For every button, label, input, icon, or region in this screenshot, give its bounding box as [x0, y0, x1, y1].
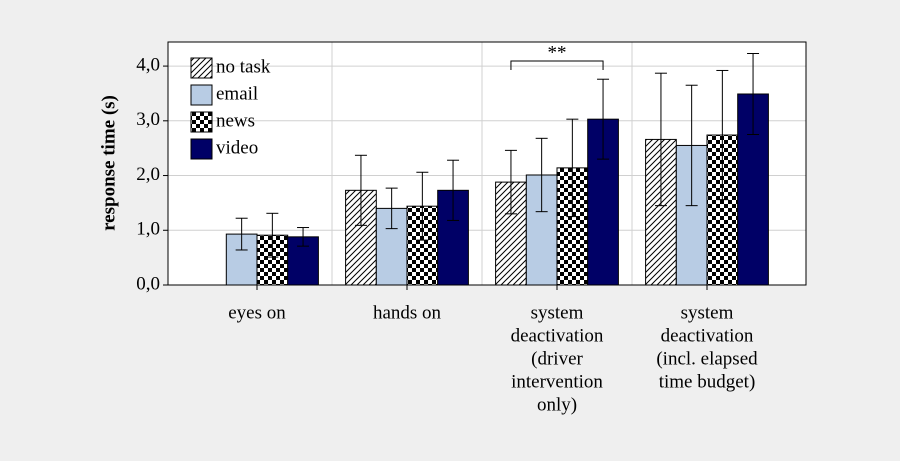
y-tick-label: 2,0 [136, 164, 160, 185]
x-tick-label: deactivation [661, 325, 754, 346]
x-tick-label: intervention [511, 371, 603, 392]
legend-label: email [216, 83, 258, 104]
x-tick-label: system [681, 302, 734, 323]
legend-swatch [190, 138, 213, 160]
x-tick-label: time budget) [659, 371, 756, 392]
x-tick-label: (incl. elapsed [656, 348, 758, 369]
legend-swatch [190, 111, 213, 133]
legend-swatch [190, 84, 213, 106]
plot-frame [167, 41, 807, 286]
legend-label: no task [216, 56, 271, 77]
x-tick-label: hands on [373, 302, 442, 323]
x-tick-label: eyes on [228, 302, 286, 323]
y-axis-label: response time (s) [98, 95, 119, 231]
y-tick-label: 0,0 [136, 273, 160, 294]
annotation: ** [548, 42, 567, 63]
legend-label: video [216, 137, 258, 158]
x-tick-label: (driver [531, 348, 583, 369]
y-tick-label: 3,0 [136, 109, 160, 130]
significance-bracket [510, 60, 604, 70]
x-tick-label: deactivation [511, 325, 604, 346]
x-tick-label: system [531, 302, 584, 323]
x-tick-label: only) [537, 394, 577, 415]
y-tick-label: 1,0 [136, 219, 160, 240]
legend-label: news [216, 110, 255, 131]
y-tick-label: 4,0 [136, 54, 160, 75]
legend-swatch [190, 57, 213, 79]
